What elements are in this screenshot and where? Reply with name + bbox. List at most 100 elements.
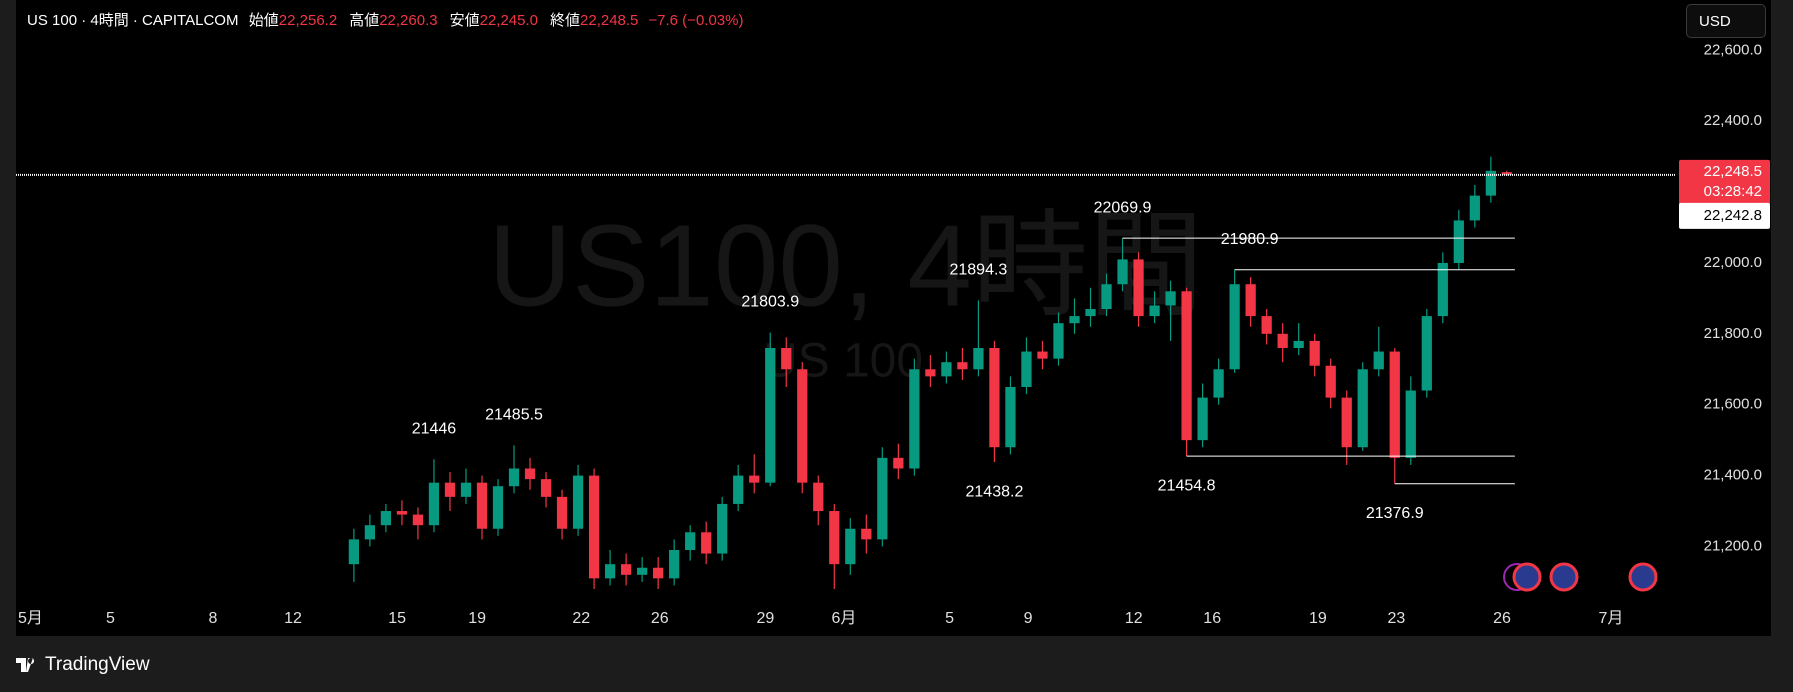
event-icon[interactable] — [1512, 562, 1542, 592]
candle-body — [412, 514, 424, 526]
candle-body — [1181, 291, 1192, 441]
candle-body — [749, 475, 760, 483]
x-tick-label: 22 — [572, 610, 590, 627]
x-tick-label: 9 — [1024, 610, 1033, 627]
candle-body — [540, 479, 552, 497]
candle-body — [973, 348, 984, 370]
candle-body — [1053, 323, 1064, 359]
change: −7.6 (−0.03%) — [648, 12, 744, 29]
x-tick-label: 26 — [651, 610, 669, 627]
candle-body — [893, 457, 904, 469]
candle-body — [829, 511, 840, 565]
x-tick-label: 15 — [388, 610, 406, 627]
x-tick-label: 29 — [757, 610, 775, 627]
level-label: 21446 — [412, 421, 457, 438]
y-tick-label: 21,800.0 — [1704, 325, 1762, 342]
candle-body — [1021, 351, 1032, 387]
level-label: 22069.9 — [1094, 199, 1152, 216]
plot: 21,200.0 21,400.0 21,600.0 21,800.0 22,000.0… — [16, 41, 1770, 627]
candle-body — [380, 511, 392, 526]
countdown: 03:28:42 — [1704, 183, 1762, 200]
candle-body — [364, 525, 376, 540]
x-tick-label: 5月 — [18, 610, 43, 627]
candle-body — [669, 550, 680, 579]
field-value: 22,260.3 — [379, 12, 438, 29]
candle-body — [813, 482, 824, 512]
candle-body — [1357, 369, 1368, 448]
candle-body — [909, 369, 920, 469]
x-tick-label: 12 — [284, 610, 302, 627]
candle-body — [1245, 284, 1256, 317]
candle-body — [588, 475, 600, 579]
candle-body — [1437, 262, 1448, 317]
candle-body — [1309, 340, 1320, 366]
level-label: 21454.8 — [1158, 477, 1216, 494]
candle-body — [781, 348, 792, 370]
level-label: 21485.5 — [485, 407, 543, 424]
x-tick-label: 23 — [1387, 610, 1405, 627]
candle-body — [1005, 386, 1016, 448]
candle-body — [1101, 284, 1112, 310]
candle-body — [556, 496, 568, 529]
bid-label: 22,242.8 — [1704, 207, 1762, 224]
field-label: 終値 — [550, 12, 581, 29]
candle-body — [941, 362, 952, 377]
candle-body — [1485, 170, 1496, 196]
y-tick-label: 22,600.0 — [1704, 41, 1762, 58]
candle-body — [1453, 220, 1464, 263]
header: US 100 · 4時間 · CAPITALCOM 始値22,256.2 高値22… — [27, 9, 753, 30]
level-label: 21980.9 — [1221, 231, 1279, 248]
x-tick-label: 5 — [106, 610, 115, 627]
x-tick-label: 12 — [1125, 610, 1143, 627]
brand-logo — [16, 658, 35, 672]
event-icons — [1503, 562, 1658, 592]
candle-body — [1069, 316, 1080, 324]
x-tick-label: 6月 — [831, 610, 856, 627]
currency-button[interactable]: USD — [1686, 4, 1766, 38]
last-price-box — [1679, 159, 1770, 205]
candle-body — [428, 482, 440, 526]
candle-body — [733, 475, 744, 504]
x-tick-label: 19 — [468, 610, 486, 627]
candle-body — [444, 482, 456, 497]
candle-body — [1117, 259, 1128, 285]
candle-body — [348, 539, 360, 565]
chart-panel — [16, 0, 1771, 636]
candle-body — [620, 564, 632, 575]
x-tick-label: 8 — [209, 610, 218, 627]
watermark: US100, 4時間 — [488, 201, 1204, 331]
candle-body — [685, 532, 696, 551]
candle-body — [861, 528, 872, 540]
level-label: 21894.3 — [949, 262, 1007, 279]
candle-body — [476, 482, 488, 529]
candle-body — [1165, 291, 1176, 306]
x-tick-label: 7月 — [1598, 610, 1623, 627]
field-label: 安値 — [449, 12, 480, 29]
candle-body — [508, 468, 520, 487]
candle-body — [765, 348, 776, 483]
candle-body — [1469, 195, 1480, 221]
candle-body — [925, 369, 936, 377]
symbol: US 100 · 4時間 · CAPITALCOM — [27, 12, 239, 29]
y-tick-label: 21,600.0 — [1704, 396, 1762, 413]
event-icon[interactable] — [1549, 562, 1579, 592]
candle-body — [524, 468, 536, 480]
candle-body — [797, 369, 808, 483]
event-icon[interactable] — [1628, 562, 1658, 592]
candle-body — [1373, 351, 1384, 370]
candle-body — [460, 482, 472, 497]
y-tick-label: 22,400.0 — [1704, 112, 1762, 129]
candle-body — [1405, 390, 1416, 458]
candle-body — [492, 486, 504, 529]
x-tick-label: 16 — [1203, 610, 1221, 627]
x-tick-label: 5 — [945, 610, 954, 627]
level-label: 21803.9 — [741, 294, 799, 311]
candle-body — [1085, 309, 1096, 317]
candle-body — [1229, 284, 1240, 370]
bid-box — [1679, 202, 1770, 229]
candle-body — [637, 567, 648, 575]
